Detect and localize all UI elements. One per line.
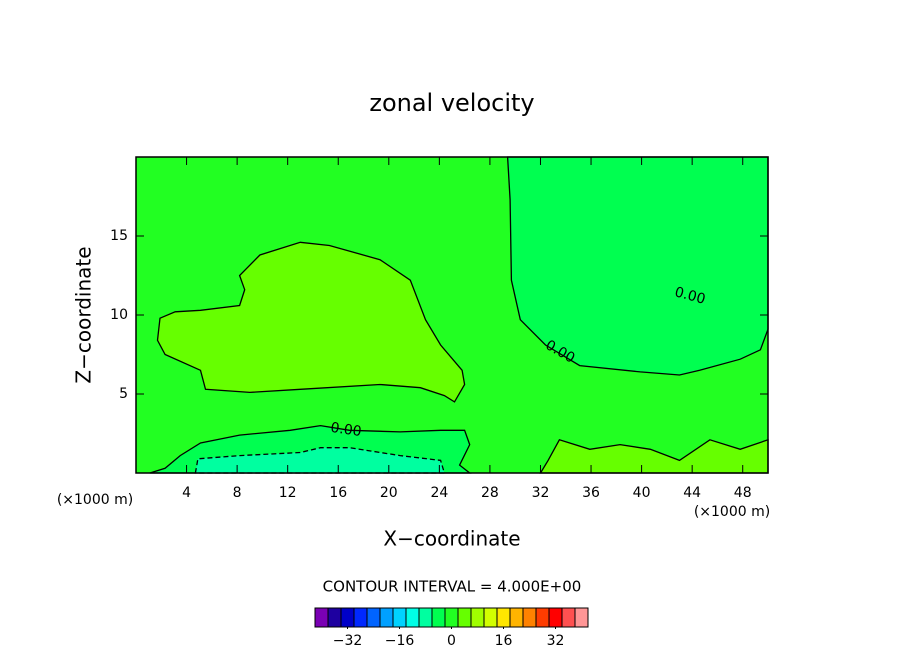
colorbar-box [379, 607, 394, 628]
contour-region [506, 156, 769, 376]
colorbar-box [574, 607, 589, 628]
chart-title: zonal velocity [369, 89, 534, 117]
colorbar-box [314, 607, 329, 628]
colorbar-box [418, 607, 433, 628]
colorbar-box [431, 607, 446, 628]
x-tick-label: 20 [380, 485, 398, 501]
colorbar-box [457, 607, 472, 628]
colorbar-box [496, 607, 511, 628]
colorbar-box [444, 607, 459, 628]
colorbar-tick-label: 32 [547, 633, 565, 649]
x-tick-label: 12 [279, 485, 297, 501]
x-tick-label: 36 [582, 485, 600, 501]
colorbar-box [548, 607, 563, 628]
x-tick-label: 24 [430, 485, 448, 501]
y-tick-label: 10 [110, 307, 128, 323]
x-tick-label: 4 [182, 485, 191, 501]
colorbar-box [522, 607, 537, 628]
colorbar-box [327, 607, 342, 628]
colorbar-tick-label: −16 [385, 633, 415, 649]
x-tick-label: 32 [532, 485, 550, 501]
x-tick-label: 28 [481, 485, 499, 501]
colorbar-box [353, 607, 368, 628]
colorbar-box [561, 607, 576, 628]
colorbar-box [509, 607, 524, 628]
contour-region [156, 241, 466, 403]
colorbar-tick-label: 16 [495, 633, 513, 649]
contour-interval: CONTOUR INTERVAL = 4.000E+00 [323, 578, 582, 596]
y-tick-label: 15 [110, 228, 128, 244]
colorbar-tick-label: −32 [333, 633, 363, 649]
y-tick-label: 5 [119, 386, 128, 402]
contour-region [194, 447, 446, 474]
contour-label: 0.00 [673, 284, 707, 308]
colorbar-box [405, 607, 420, 628]
y-axis-label: Z−coordinate [72, 246, 96, 383]
colorbar-box [470, 607, 485, 628]
x-tick-label: 40 [633, 485, 651, 501]
colorbar-tick-label: 0 [447, 633, 456, 649]
x-unit: (×1000 m) [694, 504, 770, 520]
colorbar-box [392, 607, 407, 628]
x-tick-label: 44 [683, 485, 701, 501]
colorbar-box [483, 607, 498, 628]
colorbar-box [340, 607, 355, 628]
colorbar-box [535, 607, 550, 628]
x-tick-label: 8 [233, 485, 242, 501]
colorbar-box [366, 607, 381, 628]
x-axis-label: X−coordinate [383, 527, 520, 551]
x-tick-label: 16 [329, 485, 347, 501]
contour-label: 0.00 [329, 420, 362, 440]
y-unit: (×1000 m) [57, 492, 133, 508]
x-tick-label: 48 [734, 485, 752, 501]
